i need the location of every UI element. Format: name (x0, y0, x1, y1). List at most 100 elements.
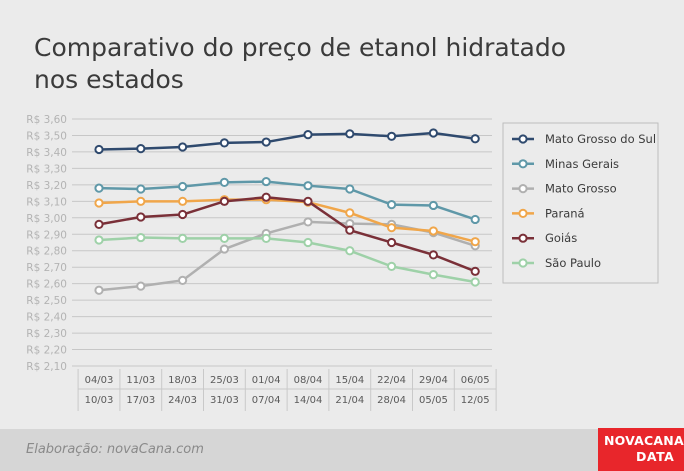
y-tick-label: R$ 2,20 (26, 345, 67, 357)
y-tick-label: R$ 2,30 (26, 328, 67, 340)
data-point (472, 238, 479, 245)
data-point (95, 185, 102, 192)
x-tick-label-start: 18/03 (168, 375, 197, 386)
y-tick-label: R$ 2,60 (26, 279, 67, 291)
y-tick-label: R$ 3,10 (26, 196, 67, 208)
data-point (137, 185, 144, 192)
y-tick-label: R$ 3,00 (26, 213, 67, 225)
data-point (346, 227, 353, 234)
legend-label: Minas Gerais (545, 157, 619, 171)
data-point (472, 268, 479, 275)
y-tick-label: R$ 2,80 (26, 246, 67, 258)
data-point (263, 194, 270, 201)
data-point (95, 287, 102, 294)
data-point (263, 178, 270, 185)
y-tick-label: R$ 3,30 (26, 163, 67, 175)
footer: Elaboração: novaCana.com (0, 429, 684, 471)
data-point (137, 234, 144, 241)
x-tick-label-end: 12/05 (461, 395, 490, 406)
data-point (346, 247, 353, 254)
data-point (304, 198, 311, 205)
x-tick-label-start: 15/04 (335, 375, 364, 386)
data-point (388, 239, 395, 246)
logo-line-1: NOVACANA (604, 433, 684, 448)
data-point (430, 129, 437, 136)
y-tick-label: R$ 2,40 (26, 312, 67, 324)
y-tick-label: R$ 3,60 (26, 114, 67, 126)
y-tick-label: R$ 2,90 (26, 229, 67, 241)
data-point (472, 278, 479, 285)
data-point (430, 202, 437, 209)
data-point (263, 235, 270, 242)
legend-swatch-marker (519, 185, 526, 192)
x-tick-label-end: 24/03 (168, 395, 197, 406)
legend-label: São Paulo (545, 256, 601, 270)
data-point (179, 277, 186, 284)
x-tick-label-start: 04/03 (85, 375, 114, 386)
data-point (221, 245, 228, 252)
data-point (472, 135, 479, 142)
data-point (304, 218, 311, 225)
data-point (137, 213, 144, 220)
data-point (346, 209, 353, 216)
data-point (221, 198, 228, 205)
legend-label: Mato Grosso (545, 182, 617, 196)
data-point (346, 185, 353, 192)
series-line (99, 238, 475, 282)
legend-label: Paraná (545, 206, 585, 220)
data-point (221, 139, 228, 146)
data-point (430, 227, 437, 234)
x-tick-label-start: 06/05 (461, 375, 490, 386)
x-tick-label-end: 28/04 (377, 395, 406, 406)
x-tick-label-start: 22/04 (377, 375, 406, 386)
x-tick-label-start: 25/03 (210, 375, 239, 386)
data-point (472, 216, 479, 223)
data-point (346, 130, 353, 137)
y-tick-label: R$ 3,50 (26, 130, 67, 142)
x-tick-label-end: 31/03 (210, 395, 239, 406)
data-point (388, 133, 395, 140)
data-point (430, 271, 437, 278)
data-point (179, 198, 186, 205)
x-tick-label-start: 01/04 (252, 375, 281, 386)
data-point (304, 131, 311, 138)
x-tick-label-end: 05/05 (419, 395, 448, 406)
novacana-logo: NOVACANA DATA (598, 428, 684, 471)
data-point (137, 283, 144, 290)
data-point (179, 211, 186, 218)
legend-swatch-marker (519, 235, 526, 242)
x-tick-label-end: 07/04 (252, 395, 281, 406)
data-point (388, 263, 395, 270)
x-tick-label-end: 17/03 (126, 395, 155, 406)
data-point (95, 221, 102, 228)
legend-label: Goiás (545, 231, 577, 245)
x-tick-label-start: 08/04 (294, 375, 323, 386)
data-point (430, 251, 437, 258)
logo-line-2: DATA (636, 449, 674, 464)
data-point (304, 239, 311, 246)
data-point (263, 138, 270, 145)
line-chart: R$ 2,10 R$ 2,20 R$ 2,30 R$ 2,40 R$ 2,50 R$ 2,… (0, 0, 684, 429)
legend-label: Mato Grosso do Sul (545, 132, 656, 146)
data-point (304, 182, 311, 189)
data-point (388, 224, 395, 231)
y-tick-label: R$ 2,10 (26, 361, 67, 373)
data-point (179, 183, 186, 190)
legend-swatch-marker (519, 259, 526, 266)
x-tick-label-end: 10/03 (85, 395, 114, 406)
y-tick-label: R$ 3,40 (26, 147, 67, 159)
data-point (179, 143, 186, 150)
data-point (137, 198, 144, 205)
legend-swatch-marker (519, 160, 526, 167)
data-point (388, 201, 395, 208)
y-tick-label: R$ 3,20 (26, 180, 67, 192)
data-point (221, 179, 228, 186)
data-point (95, 236, 102, 243)
x-tick-label-end: 14/04 (294, 395, 323, 406)
legend-swatch-marker (519, 135, 526, 142)
x-tick-label-start: 11/03 (126, 375, 155, 386)
series-line (99, 222, 475, 290)
data-point (137, 145, 144, 152)
data-point (95, 146, 102, 153)
